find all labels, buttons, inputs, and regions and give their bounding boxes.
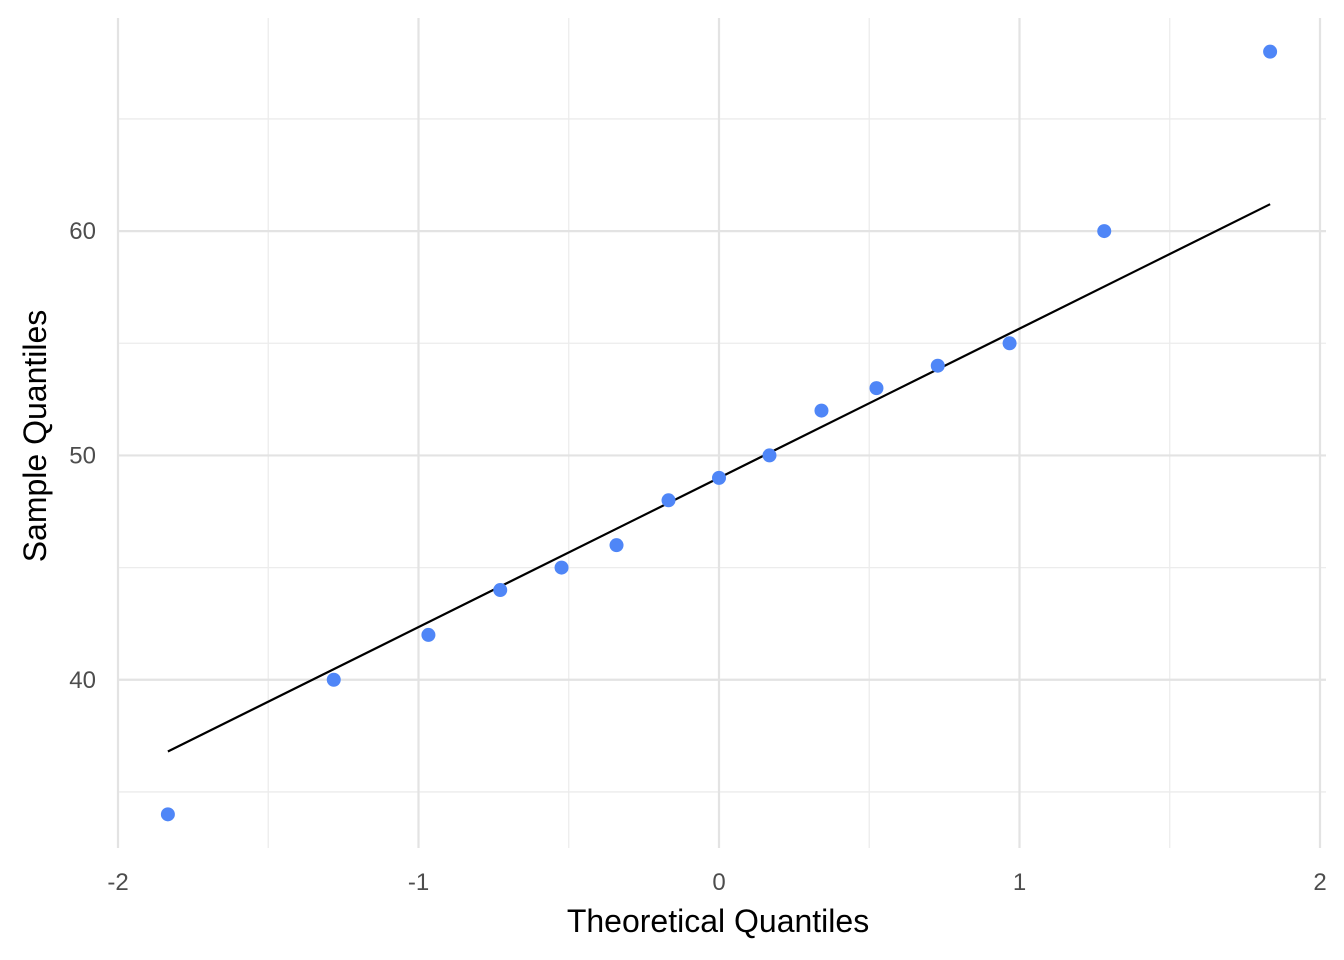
x-axis-title: Theoretical Quantiles [567, 903, 869, 939]
x-tick-label: -2 [107, 869, 128, 896]
data-point [1002, 336, 1017, 351]
x-tick-label: -1 [408, 869, 429, 896]
x-tick-label: 0 [712, 869, 725, 896]
data-point [493, 583, 508, 598]
y-tick-label: 60 [69, 218, 96, 245]
data-point [712, 470, 726, 485]
data-point [160, 807, 175, 822]
y-tick-label: 50 [69, 442, 96, 469]
data-point [661, 493, 676, 508]
x-tick-label: 1 [1013, 869, 1026, 896]
data-point [609, 538, 624, 553]
x-tick-labels: -2 -1 0 1 2 [107, 869, 1326, 896]
data-point [762, 448, 777, 463]
data-point [814, 403, 829, 418]
data-point [421, 627, 436, 642]
y-tick-label: 40 [69, 667, 96, 694]
data-points [160, 44, 1278, 822]
data-point [1097, 224, 1112, 239]
x-tick-label: 2 [1313, 869, 1326, 896]
data-point [1263, 44, 1278, 59]
major-gridlines [116, 18, 1326, 848]
y-axis-title: Sample Quantiles [17, 310, 53, 563]
data-point [869, 381, 884, 396]
data-point [326, 672, 341, 687]
data-point [554, 560, 569, 575]
minor-gridlines [118, 18, 1326, 848]
data-point [930, 358, 945, 373]
y-tick-labels: 40 50 60 [69, 218, 96, 694]
